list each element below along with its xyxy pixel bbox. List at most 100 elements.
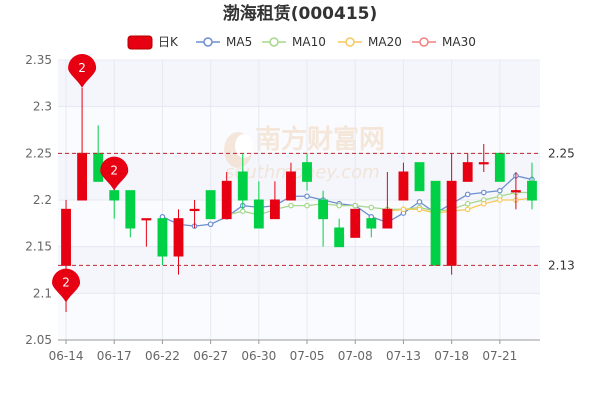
pins: 2 2 2 <box>52 54 129 303</box>
plot-band <box>58 293 540 340</box>
legend-label: MA30 <box>442 35 476 49</box>
candle <box>141 218 152 247</box>
plot-band <box>58 60 540 107</box>
candle-body <box>141 218 152 221</box>
reference-lines: 2.25 2.13 <box>58 146 575 272</box>
legend-label: MA5 <box>226 35 252 49</box>
y-tick-label: 2.05 <box>25 333 52 347</box>
pin-marker: 2 <box>100 156 129 191</box>
legend-label: MA20 <box>368 35 402 49</box>
reference-label: 2.25 <box>548 146 575 160</box>
x-tick-label: 07-18 <box>434 349 469 363</box>
candle-body <box>510 190 521 193</box>
legend-item-ma5[interactable]: MA5 <box>196 35 252 49</box>
plot-background <box>58 60 540 340</box>
candle <box>302 153 312 191</box>
candle-body <box>446 180 457 266</box>
legend-marker-icon <box>203 37 213 47</box>
candle <box>462 153 473 182</box>
pin-shape <box>68 54 97 88</box>
ma10-point <box>352 202 359 209</box>
y-tick-label: 2.35 <box>25 53 52 67</box>
pin-shape <box>100 156 129 191</box>
legend-marker-icon <box>345 37 355 47</box>
candle-body <box>77 152 88 201</box>
watermark-logo-icon <box>224 132 253 168</box>
candle <box>494 152 505 182</box>
candle-body <box>366 218 377 229</box>
candle-body <box>221 180 232 220</box>
candle-body <box>189 208 200 212</box>
legend-item-ma20[interactable]: MA20 <box>338 35 402 49</box>
candle <box>398 162 409 201</box>
plot-band <box>58 153 540 200</box>
y-tick-label: 2.3 <box>33 100 52 114</box>
candle-body <box>350 208 361 238</box>
candle <box>510 172 521 210</box>
ma5-point <box>416 199 423 205</box>
candle <box>189 200 200 228</box>
candle-body <box>414 162 425 192</box>
pin-marker: 2 <box>52 268 81 303</box>
ma5-point <box>207 221 214 228</box>
candle-body <box>173 218 184 257</box>
candle <box>221 172 232 220</box>
ma20-point <box>416 206 423 213</box>
candle-body <box>398 171 409 201</box>
x-tick-label: 07-05 <box>290 349 325 363</box>
legend-item-k_label[interactable]: 日K <box>127 35 179 50</box>
y-tick-label: 2.25 <box>25 146 52 160</box>
ma10-point <box>239 208 246 215</box>
ma10-point <box>336 202 342 209</box>
candle <box>253 181 264 229</box>
ma20-point <box>497 197 503 203</box>
plot-band <box>58 106 540 154</box>
x-axis: 06-14 06-17 06-22 06-27 06-30 07-05 07-08 07-13… <box>49 339 540 363</box>
candle-body <box>286 171 296 201</box>
watermark-brand: 南方财富网 <box>255 124 385 155</box>
candle <box>527 162 537 210</box>
ma10-point <box>288 202 294 209</box>
plot-band <box>58 246 540 294</box>
y-tick-label: 2.2 <box>33 193 52 207</box>
x-tick-label: 07-08 <box>338 349 373 363</box>
ma20-point <box>400 206 407 213</box>
x-tick-label: 06-17 <box>97 349 132 363</box>
candle-body <box>109 190 120 201</box>
x-tick-label: 07-21 <box>482 349 517 363</box>
legend-candle-icon <box>127 35 153 50</box>
x-tick-label: 06-14 <box>49 349 84 363</box>
candle-body <box>157 218 168 257</box>
candle <box>269 181 280 220</box>
candle-body <box>494 152 505 182</box>
candle-body <box>269 199 280 220</box>
candle <box>430 180 441 266</box>
y-tick-label: 2.1 <box>33 286 52 300</box>
candle-body <box>334 227 345 248</box>
ma20-line <box>387 197 533 214</box>
pin-label: 2 <box>62 276 70 290</box>
candle-body <box>462 162 473 182</box>
candle-body <box>478 162 489 165</box>
candle-body <box>237 171 248 201</box>
legend-item-ma10[interactable]: MA10 <box>262 35 326 49</box>
x-tick-label: 07-13 <box>386 349 421 363</box>
y-tick-label: 2.15 <box>25 240 52 254</box>
chart-title: 渤海租赁(000415) <box>223 3 378 24</box>
candle <box>318 190 329 247</box>
legend[interactable]: 日K MA5 MA10 MA20 MA30 <box>127 35 476 50</box>
candle-body <box>318 199 329 220</box>
x-tick-label: 06-27 <box>193 349 228 363</box>
legend-item-ma30[interactable]: MA30 <box>412 35 476 49</box>
candle <box>334 218 345 248</box>
plot-band <box>58 200 540 247</box>
x-tick-label: 06-30 <box>241 349 276 363</box>
candles <box>61 88 537 312</box>
candle-body <box>430 180 441 266</box>
candle-body <box>382 208 393 229</box>
ma10-point <box>304 202 310 209</box>
ma20-point <box>480 200 487 207</box>
ma5-point <box>480 189 487 196</box>
ma5-point <box>497 187 503 194</box>
